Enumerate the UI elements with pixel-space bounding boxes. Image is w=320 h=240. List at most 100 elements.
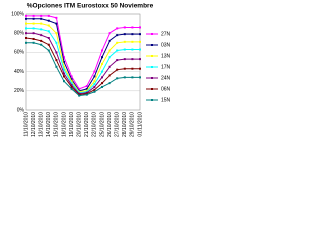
point-marker xyxy=(70,84,73,87)
point-marker xyxy=(101,56,103,59)
point-marker xyxy=(108,56,111,59)
point-marker xyxy=(93,75,96,78)
legend-marker xyxy=(151,88,153,90)
point-marker xyxy=(40,17,43,20)
point-marker xyxy=(139,76,141,79)
y-tick-label: 0% xyxy=(17,107,25,113)
point-marker xyxy=(47,49,50,52)
point-marker xyxy=(131,67,134,70)
point-marker xyxy=(93,90,96,93)
point-marker xyxy=(55,32,58,35)
point-marker xyxy=(70,75,73,78)
x-tick-label: 12/10/2010 xyxy=(31,112,37,137)
point-marker xyxy=(32,32,35,35)
point-marker xyxy=(47,37,50,39)
x-tick-label: 22/10/2010 xyxy=(92,112,98,137)
point-marker xyxy=(85,85,88,87)
point-marker xyxy=(70,78,73,81)
point-marker xyxy=(40,28,43,31)
point-marker xyxy=(93,80,96,83)
series-line xyxy=(26,23,140,93)
point-marker xyxy=(139,26,141,29)
x-tick-label: 20/10/2010 xyxy=(77,112,83,137)
series-line xyxy=(25,37,140,96)
point-marker xyxy=(123,58,126,61)
chart: %Opciones ITM Eurostoxx 50 Noviembre 0% 2… xyxy=(0,0,180,150)
point-marker xyxy=(108,74,111,77)
point-marker xyxy=(40,34,43,37)
legend-label: 27N xyxy=(161,31,171,37)
legend-label: 17N xyxy=(161,64,171,70)
point-marker xyxy=(131,48,134,51)
point-marker xyxy=(40,22,43,25)
series-line xyxy=(26,42,140,97)
y-tick-label: 80% xyxy=(14,31,25,37)
point-marker xyxy=(55,22,58,25)
x-tick-label: 21/10/2010 xyxy=(84,112,90,137)
series-line xyxy=(26,18,140,92)
point-marker xyxy=(93,83,96,86)
point-marker xyxy=(70,80,73,83)
point-marker xyxy=(101,49,103,52)
point-marker xyxy=(63,65,65,68)
x-tick-label: 13/10/2010 xyxy=(39,112,45,137)
point-marker xyxy=(25,37,27,39)
point-marker xyxy=(123,26,126,29)
chart-title: %Opciones ITM Eurostoxx 50 Noviembre xyxy=(27,3,154,10)
point-marker xyxy=(131,40,134,43)
point-marker xyxy=(139,48,141,51)
point-marker xyxy=(47,30,50,33)
point-marker xyxy=(78,94,81,97)
point-marker xyxy=(139,67,141,70)
legend-label: 13N xyxy=(161,53,171,59)
point-marker xyxy=(85,93,88,96)
y-tick-label: 40% xyxy=(14,69,25,75)
point-marker xyxy=(108,82,111,85)
legend-marker xyxy=(151,44,153,46)
legend-label: 15N xyxy=(161,97,171,103)
point-marker xyxy=(93,70,96,73)
x-tick-label: 18/10/2010 xyxy=(61,112,67,137)
point-marker xyxy=(55,16,58,19)
point-marker xyxy=(131,26,134,29)
point-marker xyxy=(108,65,111,68)
point-marker xyxy=(47,19,50,22)
legend-label: 24N xyxy=(161,75,171,81)
point-marker xyxy=(63,61,65,63)
point-marker xyxy=(47,14,50,17)
point-marker xyxy=(55,51,58,54)
point-marker xyxy=(108,39,111,42)
point-marker xyxy=(63,72,65,75)
y-tick-label: 60% xyxy=(14,50,25,56)
point-marker xyxy=(101,70,103,73)
point-marker xyxy=(70,82,73,85)
point-marker xyxy=(25,32,27,35)
x-tick-label: 19/10/2010 xyxy=(69,112,75,137)
point-marker xyxy=(108,49,111,52)
series-line xyxy=(26,32,140,95)
point-marker xyxy=(47,24,50,27)
point-marker xyxy=(25,22,27,25)
series-line xyxy=(26,27,140,94)
legend-marker xyxy=(151,77,153,79)
x-tick-label: 28/10/2010 xyxy=(122,112,128,137)
point-marker xyxy=(108,32,111,35)
point-marker xyxy=(32,22,35,25)
point-marker xyxy=(40,43,43,46)
point-marker xyxy=(32,14,35,17)
point-marker xyxy=(47,43,50,46)
x-tick-label: 26/10/2010 xyxy=(107,112,113,137)
point-marker xyxy=(40,39,43,42)
point-marker xyxy=(78,87,81,90)
point-marker xyxy=(123,67,126,70)
legend-marker xyxy=(151,66,153,68)
x-tick-label: 15/10/2010 xyxy=(54,112,60,137)
point-marker xyxy=(116,27,119,30)
point-marker xyxy=(63,56,65,59)
point-marker xyxy=(116,59,119,62)
point-marker xyxy=(93,85,96,88)
point-marker xyxy=(63,80,65,83)
point-marker xyxy=(123,40,126,43)
point-marker xyxy=(55,59,58,62)
point-marker xyxy=(131,58,134,61)
